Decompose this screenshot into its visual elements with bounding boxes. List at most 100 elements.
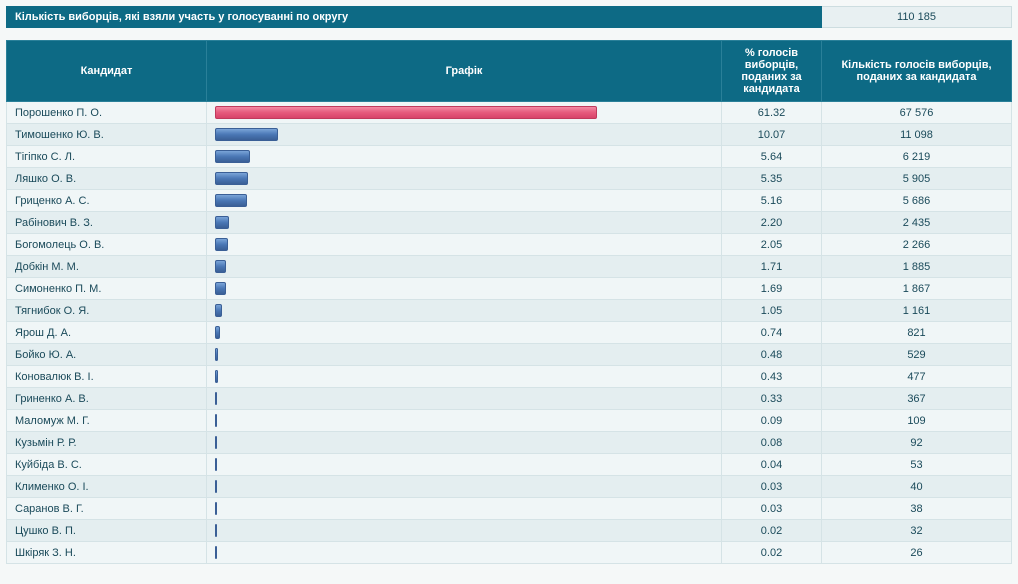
pct-value: 0.09	[722, 410, 822, 432]
table-row: Кузьмін Р. Р. 0.0892	[7, 432, 1012, 454]
col-header-votes: Кількість голосів виборців, поданих за к…	[822, 41, 1012, 102]
pct-value: 61.32	[722, 102, 822, 124]
pct-value: 0.33	[722, 388, 822, 410]
bar-cell	[207, 278, 722, 300]
pct-value: 0.43	[722, 366, 822, 388]
results-tbody: Порошенко П. О.61.3267 576Тимошенко Ю. В…	[7, 102, 1012, 564]
pct-value: 0.03	[722, 498, 822, 520]
bar	[215, 546, 217, 559]
candidate-name: Тігіпко С. Л.	[7, 146, 207, 168]
candidate-name: Порошенко П. О.	[7, 102, 207, 124]
candidate-name: Коновалюк В. І.	[7, 366, 207, 388]
bar	[215, 502, 217, 515]
votes-value: 32	[822, 520, 1012, 542]
pct-value: 1.05	[722, 300, 822, 322]
pct-value: 2.20	[722, 212, 822, 234]
table-row: Коновалюк В. І. 0.43477	[7, 366, 1012, 388]
votes-value: 26	[822, 542, 1012, 564]
col-header-candidate: Кандидат	[7, 41, 207, 102]
table-row: Ярош Д. А.0.74821	[7, 322, 1012, 344]
pct-value: 0.02	[722, 520, 822, 542]
bar	[215, 370, 218, 383]
table-row: Куйбіда В. С.0.0453	[7, 454, 1012, 476]
pct-value: 5.64	[722, 146, 822, 168]
votes-value: 1 885	[822, 256, 1012, 278]
table-row: Клименко О. І.0.0340	[7, 476, 1012, 498]
bar-cell	[207, 344, 722, 366]
bar	[215, 480, 217, 493]
pct-value: 5.16	[722, 190, 822, 212]
votes-value: 477	[822, 366, 1012, 388]
table-row: Маломуж М. Г.0.09109	[7, 410, 1012, 432]
bar-cell	[207, 102, 722, 124]
candidate-name: Гриценко А. С.	[7, 190, 207, 212]
pct-value: 5.35	[722, 168, 822, 190]
bar	[215, 128, 278, 141]
bar	[215, 326, 220, 339]
table-row: Бойко Ю. А.0.48529	[7, 344, 1012, 366]
bar	[215, 282, 226, 295]
table-row: Шкіряк З. Н.0.0226	[7, 542, 1012, 564]
col-header-pct: % голосів виборців, поданих за кандидата	[722, 41, 822, 102]
votes-value: 2 435	[822, 212, 1012, 234]
table-row: Порошенко П. О.61.3267 576	[7, 102, 1012, 124]
pct-value: 0.03	[722, 476, 822, 498]
bar	[215, 150, 250, 163]
votes-value: 821	[822, 322, 1012, 344]
votes-value: 53	[822, 454, 1012, 476]
candidate-name: Тягнибок О. Я.	[7, 300, 207, 322]
bar	[215, 348, 218, 361]
table-row: Тягнибок О. Я. 1.051 161	[7, 300, 1012, 322]
table-row: Саранов В. Г. 0.0338	[7, 498, 1012, 520]
bar	[215, 238, 228, 251]
table-row: Цушко В. П. 0.0232	[7, 520, 1012, 542]
votes-value: 92	[822, 432, 1012, 454]
bar-cell	[207, 432, 722, 454]
pct-value: 0.08	[722, 432, 822, 454]
candidate-name: Цушко В. П.	[7, 520, 207, 542]
votes-value: 2 266	[822, 234, 1012, 256]
table-row: Богомолець О. В.2.052 266	[7, 234, 1012, 256]
votes-value: 6 219	[822, 146, 1012, 168]
table-row: Гриценко А. С.5.165 686	[7, 190, 1012, 212]
bar-cell	[207, 388, 722, 410]
votes-value: 1 867	[822, 278, 1012, 300]
votes-value: 367	[822, 388, 1012, 410]
summary-value: 110 185	[822, 6, 1012, 28]
bar-cell	[207, 322, 722, 344]
pct-value: 10.07	[722, 124, 822, 146]
votes-value: 38	[822, 498, 1012, 520]
results-table: Кандидат Графік % голосів виборців, пода…	[6, 40, 1012, 564]
bar	[215, 414, 217, 427]
bar-cell	[207, 520, 722, 542]
bar-cell	[207, 476, 722, 498]
candidate-name: Маломуж М. Г.	[7, 410, 207, 432]
bar-cell	[207, 234, 722, 256]
pct-value: 0.02	[722, 542, 822, 564]
summary-row: Кількість виборців, які взяли участь у г…	[6, 6, 1012, 28]
pct-value: 0.74	[722, 322, 822, 344]
bar-cell	[207, 146, 722, 168]
bar-cell	[207, 498, 722, 520]
votes-value: 5 905	[822, 168, 1012, 190]
candidate-name: Симоненко П. М.	[7, 278, 207, 300]
pct-value: 1.69	[722, 278, 822, 300]
candidate-name: Саранов В. Г.	[7, 498, 207, 520]
bar	[215, 458, 217, 471]
votes-value: 11 098	[822, 124, 1012, 146]
bar-cell	[207, 256, 722, 278]
candidate-name: Гриненко А. В.	[7, 388, 207, 410]
candidate-name: Кузьмін Р. Р.	[7, 432, 207, 454]
pct-value: 2.05	[722, 234, 822, 256]
table-row: Рабінович В. З.2.202 435	[7, 212, 1012, 234]
candidate-name: Ляшко О. В.	[7, 168, 207, 190]
pct-value: 0.48	[722, 344, 822, 366]
bar	[215, 304, 222, 317]
bar-cell	[207, 190, 722, 212]
bar-cell	[207, 212, 722, 234]
bar-cell	[207, 410, 722, 432]
table-row: Гриненко А. В. 0.33367	[7, 388, 1012, 410]
votes-value: 1 161	[822, 300, 1012, 322]
pct-value: 1.71	[722, 256, 822, 278]
bar-cell	[207, 300, 722, 322]
